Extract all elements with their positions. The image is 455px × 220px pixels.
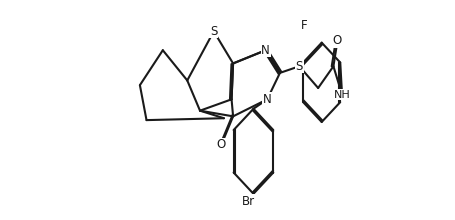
Text: Br: Br xyxy=(241,195,254,208)
Text: S: S xyxy=(210,25,217,38)
Text: F: F xyxy=(300,19,307,32)
Text: NH: NH xyxy=(333,90,350,100)
Text: N: N xyxy=(261,44,269,57)
Text: S: S xyxy=(295,60,302,73)
Text: O: O xyxy=(332,34,341,47)
Text: O: O xyxy=(216,138,226,151)
Text: N: N xyxy=(262,93,271,106)
